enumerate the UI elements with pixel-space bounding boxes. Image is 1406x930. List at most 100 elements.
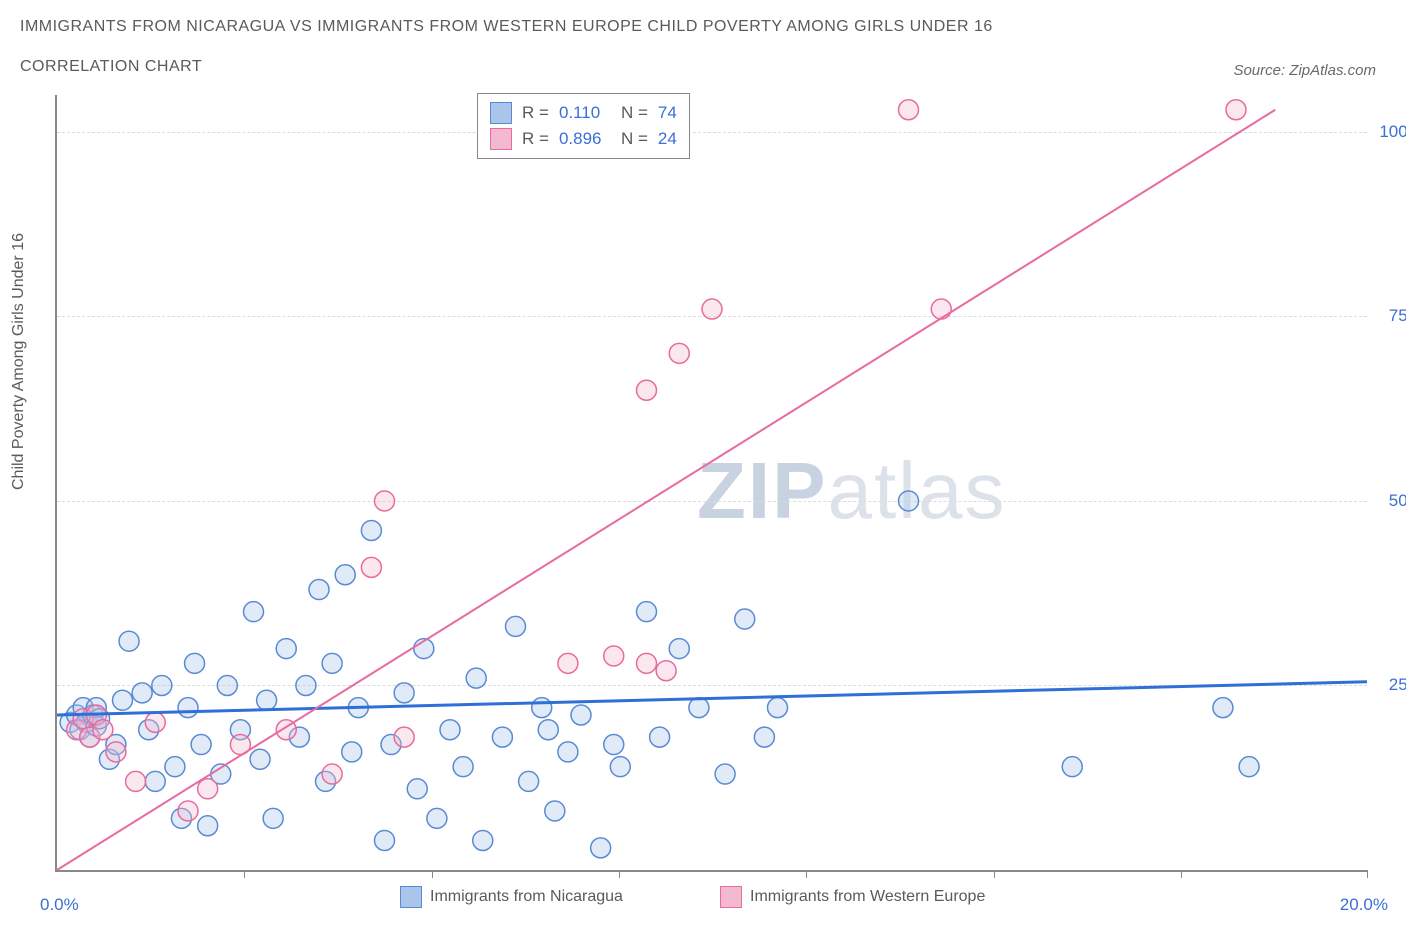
stats-n-label: N = (621, 100, 648, 126)
scatter-point (132, 683, 152, 703)
stats-n-value-2: 24 (658, 126, 677, 152)
scatter-point (185, 653, 205, 673)
scatter-svg (57, 95, 1367, 870)
scatter-plot: ZIPatlas R = 0.110 N = 74 R = 0.896 N = … (55, 95, 1367, 872)
scatter-point (591, 838, 611, 858)
scatter-point (394, 683, 414, 703)
scatter-point (198, 816, 218, 836)
scatter-point (545, 801, 565, 821)
stats-r-label: R = (522, 126, 549, 152)
stats-n-label: N = (621, 126, 648, 152)
stats-r-value-1: 0.110 (559, 100, 611, 126)
scatter-point (126, 771, 146, 791)
scatter-point (217, 675, 237, 695)
x-tick (1181, 870, 1182, 878)
scatter-point (427, 808, 447, 828)
x-tick (806, 870, 807, 878)
scatter-point (931, 299, 951, 319)
x-tick (994, 870, 995, 878)
scatter-point (466, 668, 486, 688)
legend-label-2: Immigrants from Western Europe (750, 888, 985, 906)
scatter-point (309, 580, 329, 600)
x-tick (432, 870, 433, 878)
chart-title-line1: IMMIGRANTS FROM NICARAGUA VS IMMIGRANTS … (20, 18, 993, 36)
scatter-point (257, 690, 277, 710)
scatter-point (637, 653, 657, 673)
x-tick (619, 870, 620, 878)
scatter-point (322, 764, 342, 784)
scatter-point (604, 646, 624, 666)
trend-line (57, 682, 1367, 715)
scatter-point (440, 720, 460, 740)
y-tick-label: 100.0% (1379, 122, 1406, 142)
scatter-point (1239, 757, 1259, 777)
scatter-point (558, 742, 578, 762)
scatter-point (453, 757, 473, 777)
chart-title-line2: CORRELATION CHART (20, 58, 202, 76)
scatter-point (263, 808, 283, 828)
legend-swatch-1 (400, 886, 422, 908)
x-tick (1367, 870, 1368, 878)
scatter-point (669, 639, 689, 659)
scatter-point (492, 727, 512, 747)
correlation-stats-box: R = 0.110 N = 74 R = 0.896 N = 24 (477, 93, 690, 159)
stats-row-series1: R = 0.110 N = 74 (490, 100, 677, 126)
stats-n-value-1: 74 (658, 100, 677, 126)
scatter-point (473, 830, 493, 850)
source-attribution: Source: ZipAtlas.com (1233, 62, 1376, 79)
scatter-point (198, 779, 218, 799)
scatter-point (145, 712, 165, 732)
scatter-point (715, 764, 735, 784)
stats-r-label: R = (522, 100, 549, 126)
stats-swatch-1 (490, 102, 512, 124)
scatter-point (558, 653, 578, 673)
scatter-point (407, 779, 427, 799)
x-axis-max-label: 20.0% (1340, 895, 1388, 915)
x-axis-min-label: 0.0% (40, 895, 79, 915)
scatter-point (637, 602, 657, 622)
scatter-point (571, 705, 591, 725)
scatter-point (244, 602, 264, 622)
scatter-point (735, 609, 755, 629)
scatter-point (506, 616, 526, 636)
scatter-point (165, 757, 185, 777)
scatter-point (532, 698, 552, 718)
scatter-point (1226, 100, 1246, 120)
stats-row-series2: R = 0.896 N = 24 (490, 126, 677, 152)
scatter-point (1062, 757, 1082, 777)
scatter-point (375, 830, 395, 850)
legend-series-1: Immigrants from Nicaragua (400, 886, 623, 908)
scatter-point (361, 557, 381, 577)
scatter-point (250, 749, 270, 769)
y-tick-label: 75.0% (1389, 306, 1406, 326)
stats-r-value-2: 0.896 (559, 126, 611, 152)
scatter-point (106, 742, 126, 762)
scatter-point (296, 675, 316, 695)
scatter-point (899, 491, 919, 511)
scatter-point (604, 735, 624, 755)
legend-label-1: Immigrants from Nicaragua (430, 888, 623, 906)
stats-swatch-2 (490, 128, 512, 150)
scatter-point (361, 520, 381, 540)
scatter-point (335, 565, 355, 585)
legend-series-2: Immigrants from Western Europe (720, 886, 985, 908)
scatter-point (1213, 698, 1233, 718)
scatter-point (637, 380, 657, 400)
scatter-point (93, 720, 113, 740)
scatter-point (145, 771, 165, 791)
scatter-point (702, 299, 722, 319)
scatter-point (656, 661, 676, 681)
scatter-point (342, 742, 362, 762)
y-axis-label: Child Poverty Among Girls Under 16 (10, 233, 28, 490)
scatter-point (178, 801, 198, 821)
legend-swatch-2 (720, 886, 742, 908)
scatter-point (276, 639, 296, 659)
scatter-point (394, 727, 414, 747)
scatter-point (538, 720, 558, 740)
scatter-point (519, 771, 539, 791)
scatter-point (754, 727, 774, 747)
scatter-point (113, 690, 133, 710)
scatter-point (899, 100, 919, 120)
scatter-point (689, 698, 709, 718)
scatter-point (650, 727, 670, 747)
